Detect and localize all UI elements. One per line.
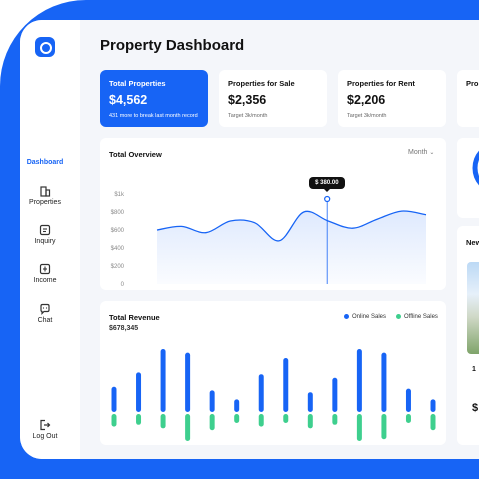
bar-offline <box>405 414 411 423</box>
y-tick-label: $800 <box>111 210 125 216</box>
bar-offline <box>258 414 264 427</box>
listing-title: 1 <box>472 366 476 373</box>
sidebar-item-label: Chat <box>37 317 53 324</box>
bar-offline <box>136 414 142 425</box>
bar-offline <box>332 414 338 425</box>
legend-label: Online Sales <box>352 314 387 321</box>
bar-online <box>234 399 240 412</box>
bar-offline <box>234 414 240 423</box>
bar-online <box>160 349 166 412</box>
period-select-value: Month <box>408 149 428 156</box>
building-icon <box>39 184 51 197</box>
legend-label: Offline Sales <box>404 314 438 321</box>
sidebar-item-label: Properties <box>29 199 61 206</box>
period-select[interactable]: Month ⌄ <box>408 149 434 156</box>
sidebar-item-properties[interactable]: Properties <box>20 184 70 206</box>
y-tick-label: $200 <box>111 264 125 270</box>
legend-offline: Offline Sales <box>396 314 438 320</box>
bar-offline <box>381 414 387 440</box>
series-line <box>156 210 427 242</box>
stat-subtext: 431 more to break last month record <box>109 113 198 119</box>
stat-card-properties-sale[interactable]: Properties for Sale $2,356 Target 3k/mon… <box>219 70 327 127</box>
overview-title: Total Overview <box>109 150 162 159</box>
bar-online <box>111 386 117 412</box>
bar-offline <box>307 414 313 429</box>
stat-label: Properties for Rent <box>347 79 415 88</box>
stat-value: $2,356 <box>228 93 267 107</box>
stat-label: Properties for Sale <box>228 79 295 88</box>
legend-swatch <box>396 314 401 319</box>
sidebar-item-label: Inquiry <box>34 238 56 245</box>
stat-label: Prop <box>466 79 479 88</box>
inquiry-icon <box>39 223 51 236</box>
sidebar-item-label: Income <box>33 277 57 284</box>
bar-online <box>332 377 338 412</box>
y-tick-label: $600 <box>111 228 125 234</box>
logout-icon <box>39 418 51 431</box>
y-tick-label: $400 <box>111 246 125 252</box>
y-tick-label: 0 <box>121 282 125 288</box>
progress-ring <box>472 150 479 186</box>
revenue-total: $678,345 <box>109 325 139 332</box>
stat-subtext: Target 3k/month <box>228 113 268 119</box>
sidebar-item-label: Dashboard <box>26 159 64 166</box>
overview-card: Total Overview Month ⌄ $1k $800 $600 $400 $2… <box>100 138 446 290</box>
app-logo-icon <box>35 37 55 57</box>
bar-offline <box>356 414 362 441</box>
logout-button[interactable]: Log Out <box>20 418 70 440</box>
bar-offline <box>430 414 436 431</box>
chat-icon <box>39 302 51 315</box>
bar-offline <box>185 414 191 441</box>
bar-online <box>185 352 191 412</box>
bar-offline <box>160 414 166 429</box>
property-image <box>467 262 479 354</box>
logout-label: Log Out <box>32 433 58 440</box>
sidebar-item-income[interactable]: Income <box>20 262 70 284</box>
bar-online <box>307 392 313 412</box>
bar-online <box>356 349 362 412</box>
app-window: Dashboard Properties Inquiry Income Chat <box>20 20 479 459</box>
bar-offline <box>209 414 215 431</box>
new-listing-card[interactable]: New 1 $ <box>457 226 479 445</box>
new-listing-heading: New <box>466 238 479 247</box>
stat-label: Total Properties <box>109 79 166 88</box>
stat-value: $4,562 <box>109 93 148 107</box>
chart-tooltip: $ 380.00 <box>309 177 345 192</box>
y-tick-label: $1k <box>114 192 125 198</box>
listing-price: $ <box>472 402 479 414</box>
grid-icon <box>39 144 51 156</box>
stat-value: $2,206 <box>347 93 386 107</box>
revenue-bar-chart <box>111 349 436 441</box>
bar-online <box>258 374 264 412</box>
legend-swatch <box>344 314 349 319</box>
overview-line-chart: $1k$800$600$400$2000JanFebMarAprMayJunJu… <box>111 192 427 288</box>
bar-online <box>405 388 411 412</box>
bar-offline <box>283 414 289 423</box>
sidebar-item-inquiry[interactable]: Inquiry <box>20 223 70 245</box>
revenue-title: Total Revenue <box>109 313 160 322</box>
sidebar-item-dashboard[interactable]: Dashboard <box>20 144 70 166</box>
right-circle-card <box>457 138 479 218</box>
bar-offline <box>111 414 117 427</box>
page-title: Property Dashboard <box>100 37 245 54</box>
stat-subtext: Target 3k/month <box>347 113 387 119</box>
bar-online <box>430 399 436 412</box>
highlight-point[interactable] <box>324 195 331 203</box>
bar-online <box>283 358 289 412</box>
bar-online <box>136 372 142 412</box>
income-icon <box>39 262 51 275</box>
stat-card-properties-rent[interactable]: Properties for Rent $2,206 Target 3k/mon… <box>338 70 446 127</box>
legend-online: Online Sales <box>344 314 386 320</box>
area-fill <box>157 211 426 284</box>
bar-online <box>381 352 387 412</box>
sidebar-item-chat[interactable]: Chat <box>20 302 70 324</box>
bar-online <box>209 390 215 412</box>
revenue-card: Total Revenue $678,345 Online Sales Offl… <box>100 301 446 445</box>
stat-card-total-properties[interactable]: Total Properties $4,562 431 more to brea… <box>100 70 208 127</box>
stat-card-partial[interactable]: Prop <box>457 70 479 127</box>
sidebar: Dashboard Properties Inquiry Income Chat <box>20 20 80 459</box>
chevron-down-icon: ⌄ <box>429 150 435 156</box>
